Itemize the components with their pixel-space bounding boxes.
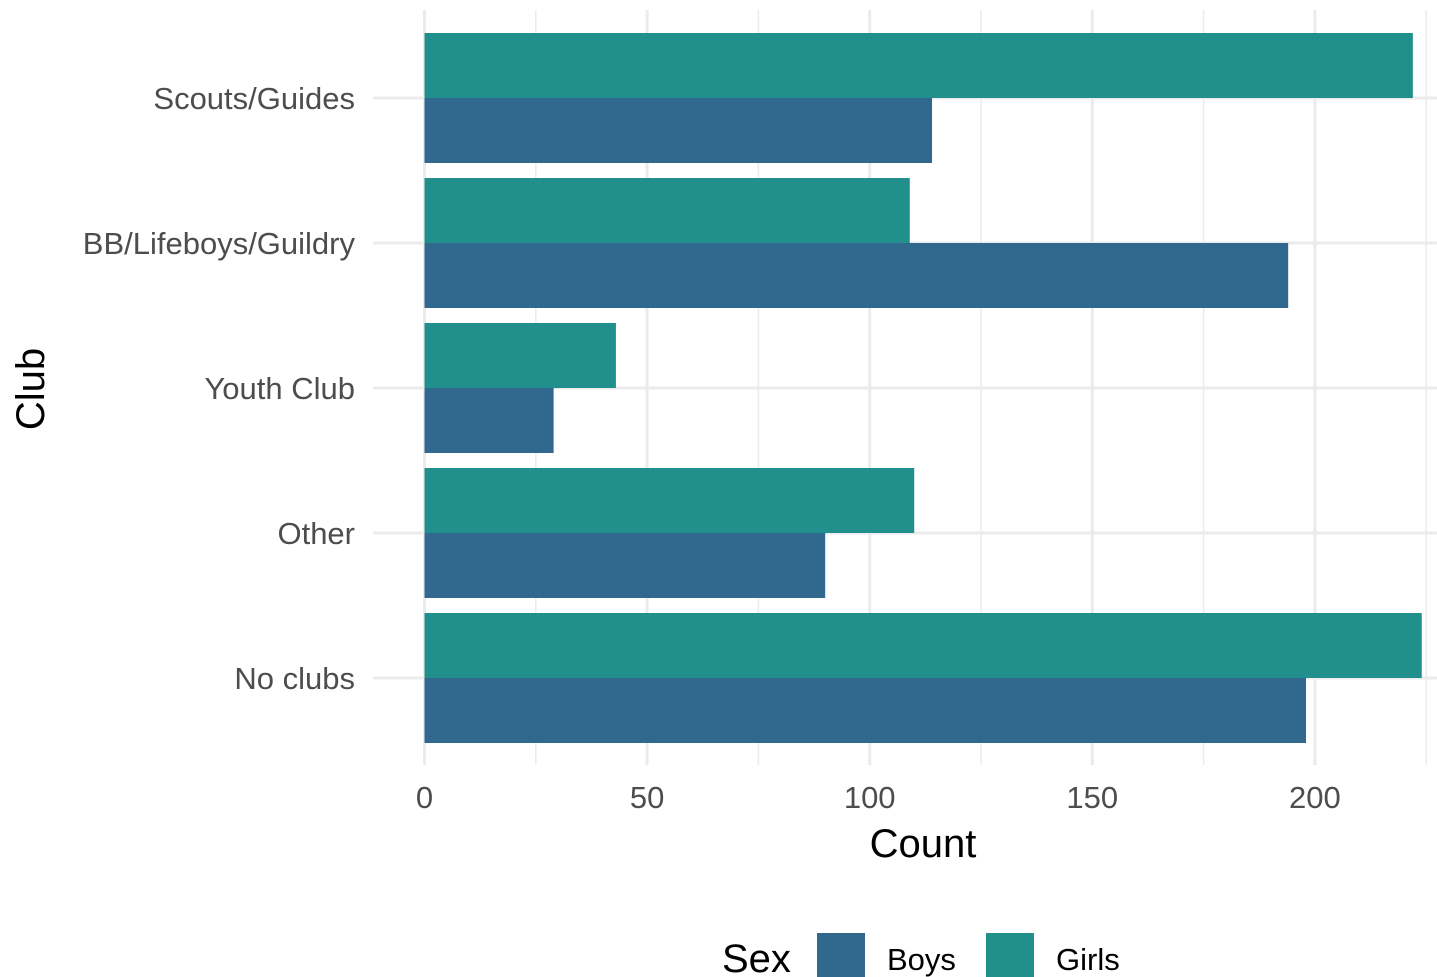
legend: Sex Boys Girls: [722, 933, 1120, 977]
bar-boys-2: [424, 388, 554, 453]
bar-boys-3: [424, 533, 826, 598]
legend-label-boys: Boys: [887, 942, 956, 977]
bar-girls-4: [424, 613, 1422, 678]
y-axis-tick-labels: Scouts/Guides BB/Lifeboys/Guildry Youth Cl…: [83, 81, 356, 696]
bars: [424, 33, 1422, 743]
x-tick-label: 0: [416, 780, 433, 815]
y-tick-label: Other: [277, 516, 355, 551]
x-axis-title: Count: [870, 822, 977, 866]
bar-boys-0: [424, 98, 933, 163]
x-tick-label: 150: [1066, 780, 1118, 815]
bar-boys-4: [424, 678, 1306, 743]
legend-key-girls: [986, 933, 1034, 977]
bar-boys-1: [424, 243, 1289, 308]
x-tick-label: 200: [1289, 780, 1341, 815]
bar-girls-3: [424, 468, 915, 533]
y-tick-label: No clubs: [234, 661, 355, 696]
x-tick-label: 50: [630, 780, 664, 815]
bar-girls-0: [424, 33, 1413, 98]
legend-title: Sex: [722, 937, 791, 977]
y-tick-label: Scouts/Guides: [153, 81, 355, 116]
x-tick-label: 100: [844, 780, 896, 815]
y-tick-label: BB/Lifeboys/Guildry: [83, 226, 356, 261]
y-axis-title: Club: [9, 348, 53, 430]
x-axis-tick-labels: 0 50 100 150 200: [416, 780, 1341, 815]
y-tick-label: Youth Club: [204, 371, 355, 406]
bar-girls-2: [424, 323, 616, 388]
legend-label-girls: Girls: [1056, 942, 1120, 977]
bar-girls-1: [424, 178, 910, 243]
legend-key-boys: [817, 933, 865, 977]
